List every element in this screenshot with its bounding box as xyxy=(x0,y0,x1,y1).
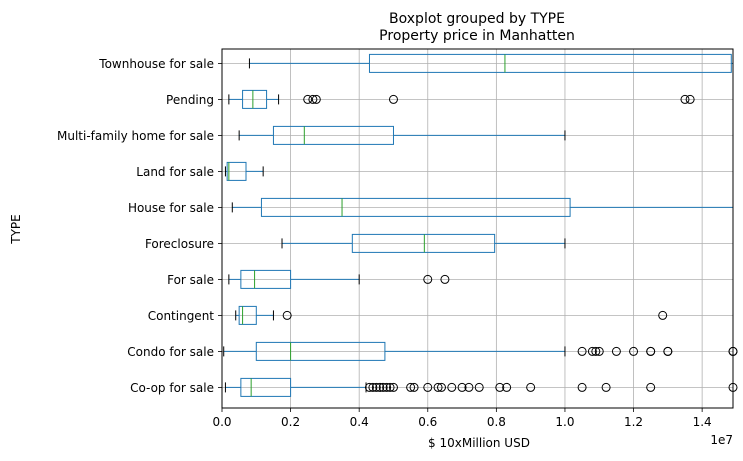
box-group xyxy=(281,233,566,253)
box-group xyxy=(238,125,566,145)
flier-point xyxy=(457,382,467,392)
flier-point xyxy=(308,94,318,104)
box xyxy=(351,233,496,253)
flier-point xyxy=(611,346,621,356)
y-tick-label: House for sale xyxy=(128,201,214,215)
chart-suptitle: Boxplot grouped by TYPE xyxy=(389,11,565,27)
flier-point xyxy=(526,382,536,392)
box-group xyxy=(228,269,450,289)
flier-point xyxy=(406,382,416,392)
flier-point xyxy=(629,346,639,356)
flier-point xyxy=(474,382,484,392)
flier-point xyxy=(502,382,512,392)
x-tick-label: 1.2 xyxy=(624,415,643,429)
chart-title: Property price in Manhatten xyxy=(379,28,575,44)
flier-point xyxy=(378,382,388,392)
x-axis-label: $ 10xMillion USD xyxy=(428,436,530,450)
x-axis-offset-label: 1e7 xyxy=(710,433,733,447)
box-group xyxy=(224,377,738,397)
flier-point xyxy=(440,274,450,284)
flier-point xyxy=(601,382,611,392)
flier-point xyxy=(594,346,604,356)
box-group xyxy=(231,197,733,217)
x-tick-label: 0.6 xyxy=(418,415,437,429)
y-tick-label: Pending xyxy=(166,93,214,107)
flier-point xyxy=(385,382,395,392)
plot-frame xyxy=(221,48,734,409)
box xyxy=(238,305,257,325)
x-tick-label: 1.0 xyxy=(555,415,574,429)
y-tick-label: Multi-family home for sale xyxy=(57,129,214,143)
flier-point xyxy=(663,346,673,356)
y-tick-label: For sale xyxy=(167,273,214,287)
flier-point xyxy=(409,382,419,392)
flier-point xyxy=(685,94,695,104)
flier-point xyxy=(375,382,385,392)
box-group xyxy=(224,161,264,181)
flier-point xyxy=(303,94,313,104)
flier-point xyxy=(368,382,378,392)
flier-point xyxy=(282,310,292,320)
box xyxy=(260,197,571,217)
flier-point xyxy=(433,382,443,392)
flier-point xyxy=(658,310,668,320)
box xyxy=(255,341,386,361)
box-group xyxy=(228,89,695,109)
boxes xyxy=(223,53,738,397)
y-tick-label: Land for sale xyxy=(136,165,214,179)
flier-point xyxy=(680,94,690,104)
y-tick-label: Condo for sale xyxy=(127,345,214,359)
flier-point xyxy=(388,94,398,104)
flier-point xyxy=(382,382,392,392)
flier-point xyxy=(591,346,601,356)
flier-point xyxy=(577,346,587,356)
flier-point xyxy=(364,382,374,392)
flier-point xyxy=(447,382,457,392)
flier-point xyxy=(587,346,597,356)
y-tick-label: Townhouse for sale xyxy=(98,57,214,71)
box xyxy=(272,125,394,145)
flier-point xyxy=(646,382,656,392)
flier-point xyxy=(371,382,381,392)
box xyxy=(240,269,292,289)
flier-point xyxy=(464,382,474,392)
flier-point xyxy=(436,382,446,392)
flier-point xyxy=(495,382,505,392)
axes: 0.0 0.2 0.4 0.6 0.8 1.0 1.2 1.4 Co-op for sale Co… xyxy=(57,57,712,429)
flier-point xyxy=(577,382,587,392)
y-tick-label: Co-op for sale xyxy=(130,381,214,395)
x-tick-label: 0.4 xyxy=(350,415,369,429)
box xyxy=(226,161,247,181)
box-group xyxy=(235,305,668,325)
x-tick-label: 1.4 xyxy=(693,415,712,429)
flier-point xyxy=(646,346,656,356)
box xyxy=(240,377,292,397)
flier-point xyxy=(311,94,321,104)
x-tick-label: 0.0 xyxy=(212,415,231,429)
box xyxy=(242,89,268,109)
x-tick-label: 0.8 xyxy=(487,415,506,429)
box xyxy=(368,53,732,73)
x-tick-label: 0.2 xyxy=(281,415,300,429)
box-group xyxy=(248,53,733,73)
flier-point xyxy=(423,274,433,284)
y-tick-label: Foreclosure xyxy=(145,237,214,251)
y-axis-label: TYPE xyxy=(9,214,23,244)
grid xyxy=(221,49,733,408)
flier-point xyxy=(423,382,433,392)
flier-point xyxy=(388,382,398,392)
y-tick-label: Contingent xyxy=(148,309,215,323)
